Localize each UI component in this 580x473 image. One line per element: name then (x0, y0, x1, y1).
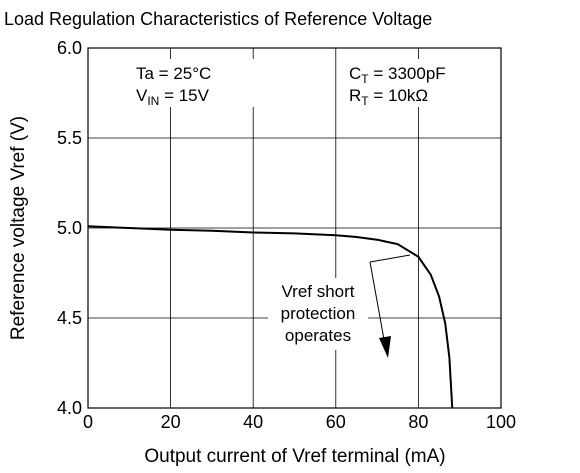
callout-line (369, 254, 411, 263)
condition-main: Ta = 25°C (136, 64, 211, 83)
condition-rest: = 10kΩ (369, 86, 429, 105)
x-tick-label: 0 (83, 412, 93, 432)
condition-main: C (349, 64, 361, 83)
y-tick-label: 6.0 (57, 38, 82, 58)
x-tick-label: 40 (243, 412, 263, 432)
condition-sub: IN (147, 94, 159, 108)
callout-text: operates (285, 326, 351, 345)
x-tick-label: 20 (161, 412, 181, 432)
condition-main: V (136, 86, 148, 105)
callout-arrow-line (369, 261, 386, 346)
condition-rest: = 3300pF (369, 64, 446, 83)
x-tick-label: 80 (408, 412, 428, 432)
plot (87, 225, 454, 409)
callout-text: Vref short (281, 282, 354, 301)
y-tick-label: 5.5 (57, 128, 82, 148)
callout-text: protection (281, 304, 356, 323)
condition-main: R (349, 86, 361, 105)
condition-text: RT = 10kΩ (349, 86, 428, 108)
y-tick-label: 5.0 (57, 218, 82, 238)
y-tick-label: 4.5 (57, 308, 82, 328)
callout-arrowhead (379, 336, 391, 358)
condition-box (341, 59, 481, 107)
plot-frame (87, 47, 502, 409)
grid: 4.0 4.5 5.0 5.5 6.0 0 20 40 60 80 100 (57, 38, 516, 432)
condition-sub: T (361, 72, 369, 86)
condition-sub: T (361, 94, 369, 108)
condition-box (128, 59, 268, 107)
data-line (87, 225, 454, 409)
condition-rest: = 15V (159, 86, 209, 105)
x-tick-label: 60 (326, 412, 346, 432)
y-axis-label: Reference voltage Vref (V) (8, 116, 29, 340)
callout-box (268, 278, 368, 350)
condition-text: CT = 3300pF (349, 64, 446, 86)
x-axis-label: Output current of Vref terminal (mA) (144, 446, 445, 467)
x-tick-label: 100 (486, 412, 516, 432)
chart-title: Load Regulation Characteristics of Refer… (4, 9, 432, 29)
condition-text: VIN = 15V (136, 86, 210, 108)
y-tick-label: 4.0 (57, 398, 82, 418)
condition-text: Ta = 25°C (136, 64, 211, 83)
